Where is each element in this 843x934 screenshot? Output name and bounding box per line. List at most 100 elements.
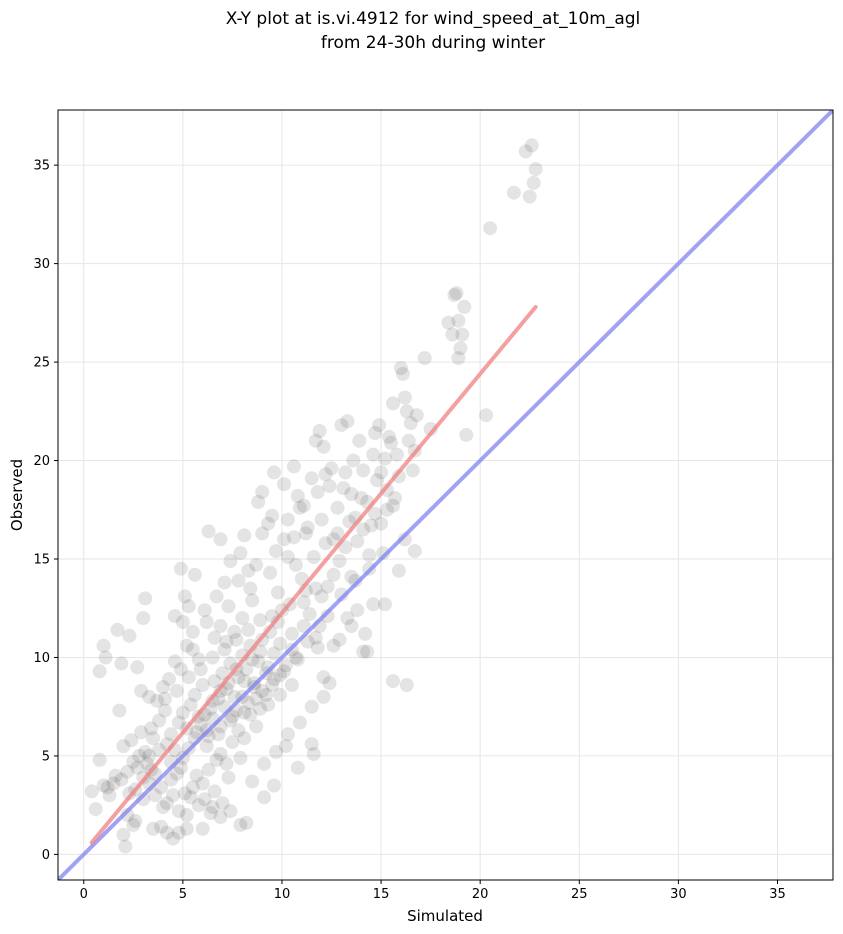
data-point xyxy=(306,550,321,564)
data-point xyxy=(191,798,206,813)
data-point xyxy=(112,703,127,718)
data-point xyxy=(265,678,280,692)
data-point xyxy=(417,351,432,366)
data-point xyxy=(391,563,406,578)
data-point xyxy=(197,792,212,807)
data-point xyxy=(356,463,371,478)
data-point xyxy=(173,561,188,576)
data-point xyxy=(261,660,276,675)
data-point xyxy=(195,776,210,791)
data-point xyxy=(280,550,295,564)
data-point xyxy=(128,813,143,828)
data-point xyxy=(318,467,333,482)
x-tick-label: 20 xyxy=(472,887,489,902)
y-tick-label: 0 xyxy=(42,848,50,863)
data-point xyxy=(386,674,400,689)
data-point xyxy=(326,638,341,653)
data-point xyxy=(280,727,295,742)
data-point xyxy=(118,839,133,854)
data-point xyxy=(96,638,111,653)
data-point xyxy=(265,508,280,523)
data-point xyxy=(455,327,470,342)
data-point xyxy=(334,418,349,433)
data-point xyxy=(320,579,335,594)
data-point xyxy=(255,683,270,698)
scatter-points xyxy=(84,138,543,854)
data-point xyxy=(255,526,270,541)
data-point xyxy=(237,528,252,543)
data-point xyxy=(528,162,543,177)
data-point xyxy=(152,713,167,728)
data-point xyxy=(110,622,125,637)
data-point xyxy=(451,351,466,366)
data-point xyxy=(302,607,317,622)
data-point xyxy=(138,591,153,606)
data-point xyxy=(237,705,252,720)
data-point xyxy=(506,185,521,200)
data-point xyxy=(158,703,172,718)
data-point xyxy=(397,390,412,405)
data-point xyxy=(134,683,149,698)
data-point xyxy=(261,697,276,712)
data-point xyxy=(308,581,323,596)
data-point xyxy=(221,770,236,785)
grid-lines xyxy=(58,110,833,880)
data-point xyxy=(288,650,303,665)
data-point xyxy=(100,780,115,795)
data-point xyxy=(278,658,293,673)
data-point xyxy=(167,609,182,624)
data-point xyxy=(132,748,147,763)
y-axis-label: Observed xyxy=(8,459,26,531)
data-point xyxy=(199,739,214,754)
data-point xyxy=(277,664,291,679)
data-point xyxy=(350,603,365,618)
data-point xyxy=(207,784,222,799)
data-point xyxy=(114,772,129,787)
x-tick-label: 15 xyxy=(373,887,390,902)
data-point xyxy=(213,619,228,633)
data-point xyxy=(146,821,161,836)
data-point xyxy=(221,599,236,614)
data-point xyxy=(322,479,337,494)
x-tick-label: 10 xyxy=(274,887,291,902)
data-point xyxy=(290,489,305,503)
data-point xyxy=(296,498,311,513)
y-axis-ticks: 0 5 10 15 20 25 30 35 xyxy=(33,159,58,863)
data-point xyxy=(156,800,171,815)
data-point xyxy=(158,691,172,706)
data-point xyxy=(326,532,341,547)
data-point xyxy=(453,341,468,356)
data-point xyxy=(108,768,123,783)
data-point xyxy=(235,611,250,626)
chart-title-line2: from 24-30h during winter xyxy=(321,33,545,53)
data-point xyxy=(314,589,329,604)
data-point xyxy=(326,567,341,582)
data-point xyxy=(364,518,379,533)
data-point xyxy=(269,544,283,559)
data-point xyxy=(243,707,258,722)
data-point xyxy=(213,747,228,761)
data-point xyxy=(195,821,210,836)
data-point xyxy=(280,512,295,527)
data-point xyxy=(378,451,392,466)
data-point xyxy=(405,463,420,478)
data-point xyxy=(126,754,141,769)
data-point xyxy=(316,670,331,685)
data-point xyxy=(219,756,234,771)
data-point xyxy=(231,723,246,738)
data-point xyxy=(211,727,226,742)
data-point xyxy=(187,567,202,582)
data-point xyxy=(223,713,238,728)
data-point xyxy=(249,691,264,706)
data-point xyxy=(391,469,406,484)
data-point xyxy=(213,532,228,547)
data-point xyxy=(340,611,355,626)
data-point xyxy=(251,494,266,509)
data-point xyxy=(152,743,167,757)
data-point xyxy=(233,750,248,765)
data-point xyxy=(292,715,307,730)
data-point xyxy=(386,396,400,411)
data-point xyxy=(332,632,347,647)
data-point xyxy=(229,632,244,647)
data-point xyxy=(526,175,541,190)
